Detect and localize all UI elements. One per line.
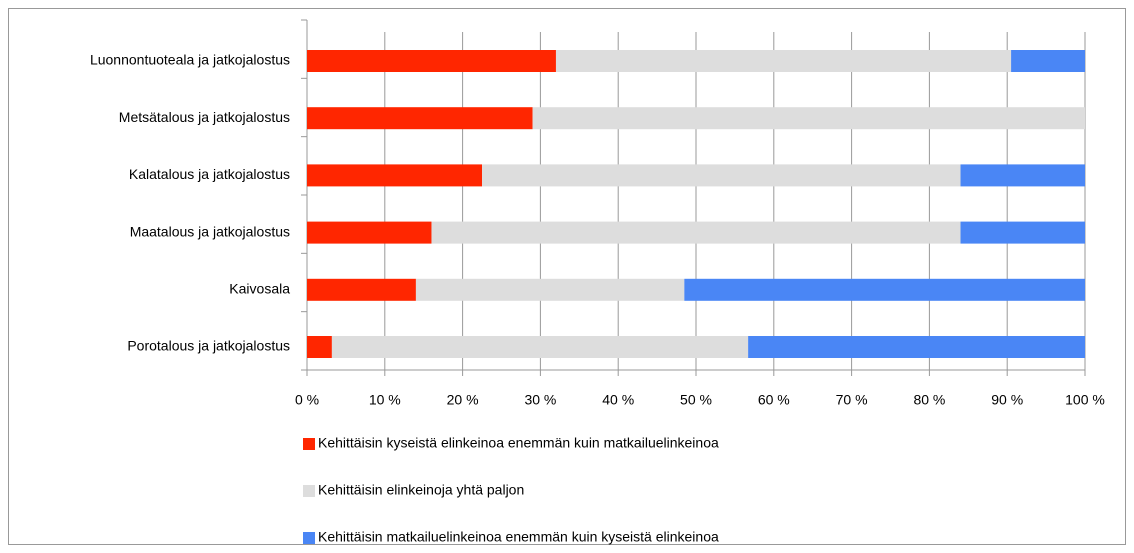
bar-segment xyxy=(684,278,1085,301)
y-tick-label: Porotalous ja jatkojalostus xyxy=(127,338,290,354)
x-tick-label: 60 % xyxy=(758,392,790,408)
bar-segment xyxy=(307,336,332,358)
y-tick-label: Metsätalous ja jatkojalostus xyxy=(119,109,290,125)
bar-segment xyxy=(960,164,1085,187)
bar-segment xyxy=(307,278,416,301)
x-tick-label: 40 % xyxy=(602,392,634,408)
legend-swatch xyxy=(303,485,315,497)
legend-label: Kehittäisin matkailuelinkeinoa enemmän k… xyxy=(318,529,719,545)
chart-frame xyxy=(8,8,1126,545)
legend-label: Kehittäisin kyseistä elinkeinoa enemmän … xyxy=(318,435,719,451)
y-tick-label: Kaivosala xyxy=(229,281,290,297)
x-tick-label: 70 % xyxy=(836,392,868,408)
bar-segment xyxy=(307,50,556,72)
y-tick-label: Kalatalous ja jatkojalostus xyxy=(129,166,290,182)
legend-swatch xyxy=(303,532,315,544)
x-tick-label: 30 % xyxy=(524,392,556,408)
x-tick-label: 0 % xyxy=(295,392,319,408)
bar-segment xyxy=(415,278,685,301)
bar-segment xyxy=(748,336,1085,358)
bar-segment xyxy=(307,107,533,130)
legend-label: Kehittäisin elinkeinoja yhtä paljon xyxy=(318,482,524,498)
bar-segment xyxy=(431,221,961,244)
bar-segment xyxy=(307,221,432,244)
x-tick-label: 90 % xyxy=(991,392,1023,408)
bar-segment xyxy=(960,221,1085,244)
bar-segment xyxy=(532,107,1085,130)
bar-segment xyxy=(482,164,961,187)
legend-swatch xyxy=(303,438,315,450)
x-tick-label: 10 % xyxy=(369,392,401,408)
bar-segment xyxy=(331,336,749,358)
y-tick-label: Maatalous ja jatkojalostus xyxy=(130,223,290,239)
bar-segment xyxy=(555,50,1012,72)
bar-segment xyxy=(307,164,483,187)
x-tick-label: 50 % xyxy=(680,392,712,408)
x-tick-label: 100 % xyxy=(1065,392,1105,408)
x-tick-label: 80 % xyxy=(913,392,945,408)
y-tick-label: Luonnontuoteala ja jatkojalostus xyxy=(90,52,290,68)
bar-segment xyxy=(1011,50,1085,72)
x-tick-label: 20 % xyxy=(447,392,479,408)
